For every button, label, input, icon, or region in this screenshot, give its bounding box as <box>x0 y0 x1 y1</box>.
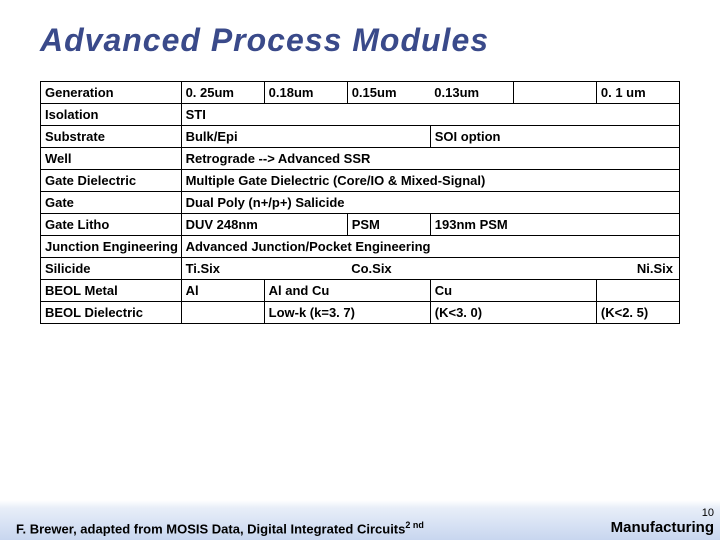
cell: Retrograde --> Advanced SSR <box>181 148 679 170</box>
cell: Multiple Gate Dielectric (Core/IO & Mixe… <box>181 170 679 192</box>
cell: 0. 1 um <box>596 82 679 104</box>
row-label: BEOL Metal <box>41 280 182 302</box>
row-label: Junction Engineering <box>41 236 182 258</box>
process-table-wrap: Generation 0. 25um 0.18um 0.15um 0.13um … <box>40 81 680 324</box>
footer-credit: F. Brewer, adapted from MOSIS Data, Digi… <box>16 520 611 536</box>
cell: 0.18um <box>264 82 347 104</box>
footer-credit-text: F. Brewer, adapted from MOSIS Data, Digi… <box>16 521 405 536</box>
table-row: BEOL Dielectric Low-k (k=3. 7) (K<3. 0) … <box>41 302 680 324</box>
row-label: Isolation <box>41 104 182 126</box>
row-label: Gate Dielectric <box>41 170 182 192</box>
cell: Ti.Six <box>181 258 347 280</box>
table-row: BEOL Metal Al Al and Cu Cu <box>41 280 680 302</box>
cell: (K<3. 0) <box>430 302 596 324</box>
cell: 0. 25um <box>181 82 264 104</box>
cell: Ni.Six <box>596 258 679 280</box>
cell: 0.13um <box>430 82 513 104</box>
footer: F. Brewer, adapted from MOSIS Data, Digi… <box>0 500 720 540</box>
page-number: 10 <box>611 507 714 519</box>
cell: STI <box>181 104 679 126</box>
cell: Advanced Junction/Pocket Engineering <box>181 236 679 258</box>
cell: Dual Poly (n+/p+) Salicide <box>181 192 679 214</box>
table-row: Silicide Ti.Six Co.Six Ni.Six <box>41 258 680 280</box>
table-row: Gate Dielectric Multiple Gate Dielectric… <box>41 170 680 192</box>
cell: SOI option <box>430 126 679 148</box>
cell: Al and Cu <box>264 280 430 302</box>
cell: (K<2. 5) <box>596 302 679 324</box>
table-row: Isolation STI <box>41 104 680 126</box>
row-label: Silicide <box>41 258 182 280</box>
cell: Al <box>181 280 264 302</box>
cell <box>596 280 679 302</box>
footer-right: 10 Manufacturing <box>611 507 716 536</box>
footer-sup: 2 nd <box>405 520 424 530</box>
cell: Cu <box>430 280 596 302</box>
slide-title: Advanced Process Modules <box>0 0 720 59</box>
cell: PSM <box>347 214 430 236</box>
row-label: BEOL Dielectric <box>41 302 182 324</box>
table-row: Generation 0. 25um 0.18um 0.15um 0.13um … <box>41 82 680 104</box>
row-label: Gate Litho <box>41 214 182 236</box>
cell <box>181 302 264 324</box>
cell: DUV 248nm <box>181 214 347 236</box>
row-label: Substrate <box>41 126 182 148</box>
cell: 193nm PSM <box>430 214 679 236</box>
table-row: Substrate Bulk/Epi SOI option <box>41 126 680 148</box>
cell <box>513 258 596 280</box>
row-label: Well <box>41 148 182 170</box>
cell: 0.15um <box>347 82 430 104</box>
cell: Co.Six <box>347 258 513 280</box>
footer-right-label: Manufacturing <box>611 519 714 536</box>
table-row: Gate Dual Poly (n+/p+) Salicide <box>41 192 680 214</box>
table-row: Junction Engineering Advanced Junction/P… <box>41 236 680 258</box>
cell: Bulk/Epi <box>181 126 430 148</box>
cell <box>513 82 596 104</box>
row-label: Gate <box>41 192 182 214</box>
cell: Low-k (k=3. 7) <box>264 302 430 324</box>
row-label: Generation <box>41 82 182 104</box>
table-row: Gate Litho DUV 248nm PSM 193nm PSM <box>41 214 680 236</box>
process-table: Generation 0. 25um 0.18um 0.15um 0.13um … <box>40 81 680 324</box>
table-row: Well Retrograde --> Advanced SSR <box>41 148 680 170</box>
